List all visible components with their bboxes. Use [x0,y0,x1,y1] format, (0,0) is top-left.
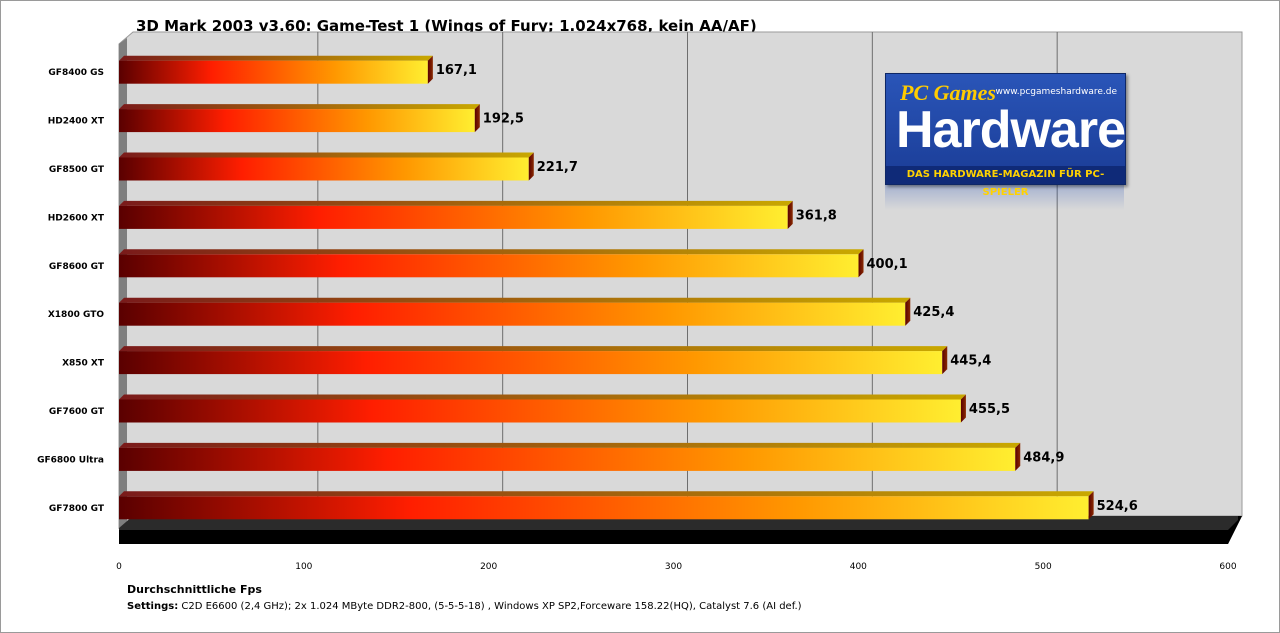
bar [119,302,906,326]
x-tick-label: 200 [480,562,497,572]
bar [119,254,859,278]
bar-cap [427,55,433,84]
data-label: 221,7 [537,160,578,175]
bar-top [119,104,480,110]
logo-brand-small: PC Games [900,80,996,105]
data-label: 524,6 [1097,499,1138,514]
x-tick-label: 400 [850,562,867,572]
y-tick-label: X850 XT [62,359,105,369]
bar-top [119,200,793,206]
bar-top [119,346,948,352]
bar [119,60,428,84]
bar-cap [858,249,864,278]
floor-edge [119,516,1242,544]
pcgh-logo: PC Games www.pcgameshardware.de Hardware… [885,73,1126,198]
logo-reflection [885,184,1124,210]
bar [119,496,1089,520]
data-label: 445,4 [950,354,991,369]
y-tick-label: GF8500 GT [49,165,105,175]
settings-label: Settings: [127,601,179,612]
y-tick-label: HD2400 XT [48,117,105,127]
bar [119,447,1016,471]
bar-cap [960,394,966,423]
bar [119,399,961,423]
x-tick-label: 500 [1035,562,1052,572]
x-axis-label: Durchschnittliche Fps [127,583,262,596]
chart-title: 3D Mark 2003 v3.60: Game-Test 1 (Wings o… [136,17,757,35]
bar-top [119,249,864,255]
bar-cap [905,297,911,326]
data-label: 455,5 [969,402,1010,417]
logo-brand-big: Hardware [896,101,1126,159]
y-tick-label: GF7600 GT [49,407,105,417]
settings-note: Settings: C2D E6600 (2,4 GHz); 2x 1.024 … [127,601,802,612]
data-label: 361,8 [796,208,837,223]
y-tick-label: X1800 GTO [48,310,104,320]
data-label: 400,1 [867,257,908,272]
x-tick-label: 100 [295,562,312,572]
bar-top [119,55,433,61]
bar [119,205,788,229]
y-tick-label: GF6800 Ultra [37,455,104,465]
y-tick-label: GF8600 GT [49,262,105,272]
bar [119,109,475,133]
y-tick-label: HD2600 XT [48,213,105,223]
bar-cap [787,200,793,229]
bar-cap [1015,442,1021,471]
bar-top [119,491,1094,497]
bar-top [119,152,534,158]
y-tick-label: GF7800 GT [49,504,105,514]
bar [119,157,529,181]
data-label: 484,9 [1023,450,1064,465]
y-tick-label: GF8400 GS [48,68,104,78]
bar-cap [474,104,480,133]
bar-cap [1088,491,1094,520]
bar-cap [942,346,948,375]
data-label: 425,4 [913,305,954,320]
settings-text: C2D E6600 (2,4 GHz); 2x 1.024 MByte DDR2… [178,601,802,612]
bar-top [119,442,1021,448]
x-tick-label: 300 [665,562,682,572]
bar [119,351,943,375]
data-label: 167,1 [436,63,477,78]
logo-tagline: DAS HARDWARE-MAGAZIN FÜR PC-SPIELER [886,166,1125,198]
logo-url: www.pcgameshardware.de [995,87,1118,97]
data-label: 192,5 [483,112,524,127]
bar-cap [528,152,534,181]
bar-top [119,297,911,303]
bar-top [119,394,966,400]
x-tick-label: 0 [116,562,122,572]
x-tick-label: 600 [1219,562,1236,572]
